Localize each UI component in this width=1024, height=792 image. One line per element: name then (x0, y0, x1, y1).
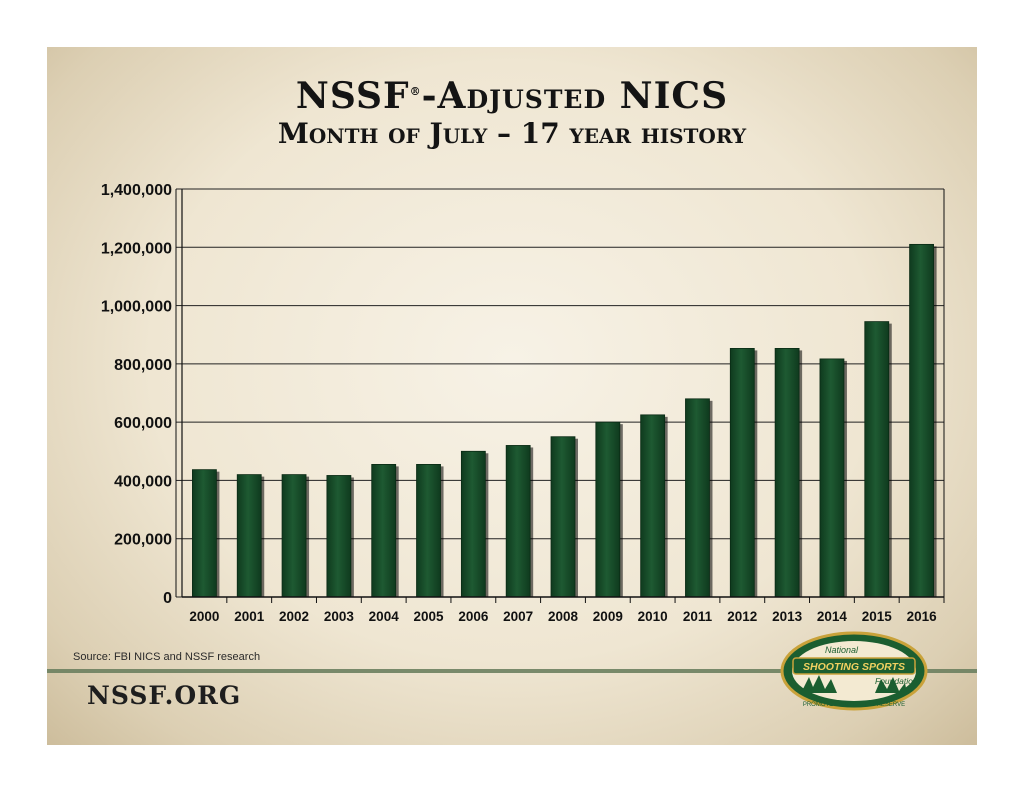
x-tick-label: 2011 (683, 609, 713, 624)
y-tick-label: 1,000,000 (101, 299, 172, 316)
bar-chart: 0 200,000 400,000 600,000 800,000 1,000,000 1,… (101, 182, 945, 624)
axes (175, 188, 945, 603)
logo-motto: PROMOTE • PROTECT • PRESERVE (803, 702, 905, 708)
logo-line3: Foundation (875, 676, 918, 686)
x-tick-label: 2008 (548, 609, 579, 624)
title-main: NSSF (295, 75, 410, 117)
x-tick-label: 2001 (234, 609, 265, 624)
x-tick-label: 2014 (817, 609, 848, 624)
y-tick-label: 800,000 (114, 357, 172, 374)
divider-rule (47, 669, 977, 673)
bar-2011 (685, 398, 710, 598)
x-tick-label: 2013 (772, 609, 803, 624)
bar-2007 (505, 445, 531, 598)
bar-2002 (281, 474, 307, 598)
bar-2000 (192, 469, 217, 598)
chart-title: NSSF®-Adjusted NICS (47, 75, 977, 117)
bar-2013 (774, 348, 800, 598)
logo-line2: SHOOTING SPORTS (803, 661, 905, 673)
y-tick-label: 0 (163, 590, 172, 607)
bar-2015 (864, 321, 890, 598)
title-rest: -Adjusted NICS (421, 75, 729, 117)
tick-labels: 0 200,000 400,000 600,000 800,000 1,000,000 1,… (101, 182, 937, 624)
x-tick-label: 2000 (189, 609, 219, 624)
chart-subtitle: Month of July – 17 year history (277, 117, 747, 150)
y-tick-label: 1,200,000 (101, 240, 172, 257)
bar-2012 (729, 348, 755, 598)
bar-2001 (236, 474, 262, 598)
source-note: Source: FBI NICS and NSSF research (73, 651, 261, 663)
bar-2008 (550, 436, 576, 598)
y-tick-label: 400,000 (114, 473, 172, 490)
x-tick-label: 2002 (279, 609, 309, 624)
x-tick-label: 2016 (907, 609, 938, 624)
x-tick-label: 2004 (369, 609, 400, 624)
bar-2016 (909, 243, 934, 598)
x-tick-label: 2005 (414, 609, 445, 624)
y-tick-label: 1,400,000 (101, 182, 172, 199)
nssf-logo: National SHOOTING SPORTS Foundation PROM… (780, 631, 928, 711)
bar-2003 (326, 475, 352, 598)
x-tick-label: 2009 (593, 609, 623, 624)
x-tick-label: 2003 (324, 609, 355, 624)
x-tick-label: 2012 (727, 609, 757, 624)
bar-2014 (819, 358, 845, 598)
x-tick-label: 2010 (638, 609, 668, 624)
bars (192, 243, 937, 598)
logo-line1: National (825, 645, 859, 655)
chart-card: NSSF®-Adjusted NICS Month of July – 17 y… (47, 47, 977, 745)
x-tick-label: 2007 (503, 609, 533, 624)
registered-mark: ® (409, 85, 422, 98)
site-url: NSSF.ORG (87, 681, 242, 710)
bar-2006 (460, 450, 486, 598)
y-tick-label: 200,000 (114, 532, 172, 549)
bar-2009 (595, 421, 621, 598)
bar-2010 (640, 414, 666, 598)
bar-2005 (416, 463, 441, 598)
y-tick-label: 600,000 (114, 415, 172, 432)
x-tick-label: 2015 (862, 609, 893, 624)
x-tick-label: 2006 (458, 609, 489, 624)
bar-2004 (371, 463, 397, 598)
